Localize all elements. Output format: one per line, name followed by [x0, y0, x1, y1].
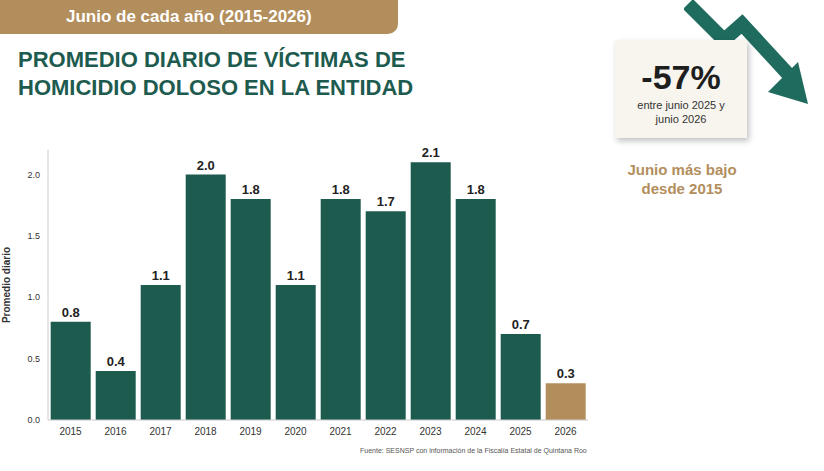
svg-text:0.7: 0.7	[512, 317, 530, 332]
html-text:PROMEDIO DIARIO DE VÍCTIMAS DE: PROMEDIO DIARIO DE VÍCTIMAS DE HOMICIDIO…	[18, 47, 414, 100]
svg-text:1.5: 1.5	[27, 231, 40, 241]
svg-text:2.0: 2.0	[197, 158, 215, 173]
svg-text:0.3: 0.3	[557, 366, 575, 381]
svg-text:0.0: 0.0	[27, 415, 40, 425]
svg-text:1.8: 1.8	[332, 182, 350, 197]
svg-text:1.1: 1.1	[287, 268, 305, 283]
svg-text:Promedio diario: Promedio diario	[1, 247, 12, 323]
html-text:Junio de cada año (2015-2026): Junio de cada año (2015-2026)	[66, 7, 312, 26]
svg-text:0.5: 0.5	[27, 354, 40, 364]
svg-text:2019: 2019	[239, 426, 262, 437]
svg-text:2026: 2026	[554, 426, 577, 437]
svg-text:2016: 2016	[104, 426, 127, 437]
svg-text:1.8: 1.8	[467, 182, 485, 197]
svg-text:2.1: 2.1	[422, 145, 440, 160]
svg-text:2023: 2023	[419, 426, 442, 437]
svg-text:2024: 2024	[464, 426, 487, 437]
svg-text:0.8: 0.8	[62, 305, 80, 320]
html-text:entre junio 2025 y junio 2026: entre junio 2025 y junio 2026	[637, 99, 725, 125]
svg-text:2025: 2025	[509, 426, 532, 437]
svg-text:0.4: 0.4	[107, 354, 126, 369]
svg-text:1.7: 1.7	[377, 194, 395, 209]
html-text:Fuente: SESNSP con información: Fuente: SESNSP con información de la Fis…	[360, 447, 587, 454]
svg-text:1.1: 1.1	[152, 268, 170, 283]
svg-text:2020: 2020	[284, 426, 307, 437]
svg-text:1.8: 1.8	[242, 182, 260, 197]
svg-text:2022: 2022	[374, 426, 397, 437]
svg-text:2018: 2018	[194, 426, 217, 437]
svg-text:2015: 2015	[59, 426, 82, 437]
html-text:Junio más bajo desde 2015: Junio más bajo desde 2015	[627, 161, 737, 197]
svg-text:2021: 2021	[329, 426, 352, 437]
svg-text:1.0: 1.0	[27, 292, 40, 302]
svg-text:2.0: 2.0	[27, 170, 40, 180]
svg-text:2017: 2017	[149, 426, 172, 437]
html-text:-57%: -57%	[641, 58, 721, 96]
